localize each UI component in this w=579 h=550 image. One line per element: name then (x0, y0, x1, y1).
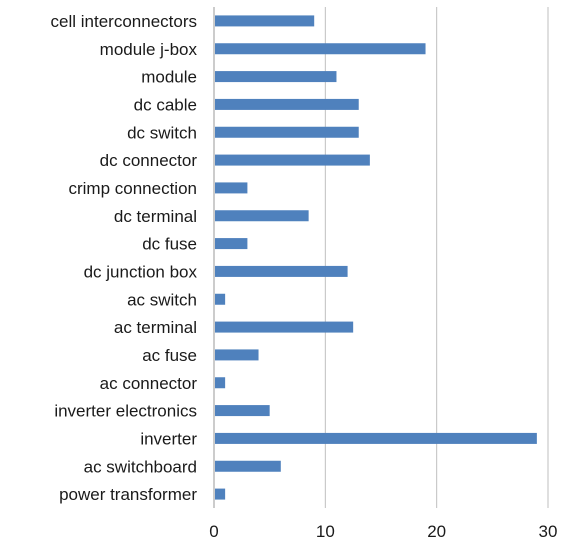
category-label: ac switch (127, 290, 197, 309)
grid-lines (324, 7, 549, 508)
bar-module-j-box (215, 43, 426, 55)
category-label: dc switch (127, 123, 197, 142)
x-tick-labels: 0 10 20 30 (209, 522, 557, 541)
category-label: module (141, 68, 197, 87)
category-label: dc terminal (114, 207, 197, 226)
category-label: dc cable (134, 95, 197, 114)
bar-ac-fuse (215, 349, 259, 361)
bar-cell-interconnectors (215, 15, 315, 27)
category-label: dc fuse (142, 235, 197, 254)
bar-inverter (215, 432, 537, 444)
category-label: ac connector (100, 374, 198, 393)
bar-ac-switch (215, 293, 226, 305)
bars (215, 15, 537, 500)
category-label: dc connector (100, 151, 198, 170)
category-label: module j-box (100, 40, 198, 59)
category-label: crimp connection (68, 179, 197, 198)
bar-dc-junction-box (215, 265, 348, 277)
bar-dc-cable (215, 98, 359, 110)
category-label: ac switchboard (84, 457, 197, 476)
bar-dc-fuse (215, 238, 248, 250)
category-label: inverter (140, 429, 197, 448)
bar-ac-switchboard (215, 460, 281, 472)
category-label: dc junction box (84, 262, 198, 281)
bar-dc-connector (215, 154, 370, 166)
bar-ac-terminal (215, 321, 354, 333)
x-tick-label: 20 (427, 522, 446, 541)
bar-crimp-connection (215, 182, 248, 194)
bar-dc-switch (215, 126, 359, 138)
category-label: cell interconnectors (51, 12, 197, 31)
bar-ac-connector (215, 377, 226, 389)
category-label: ac fuse (142, 346, 197, 365)
bar-dc-terminal (215, 210, 309, 222)
x-tick-label: 30 (539, 522, 558, 541)
bar-inverter-electronics (215, 405, 270, 417)
bar-module (215, 71, 337, 83)
category-labels: cell interconnectors module j-box module dc… (51, 12, 198, 504)
x-tick-label: 0 (209, 522, 218, 541)
bar-power-transformer (215, 488, 226, 500)
category-label: power transformer (59, 485, 197, 504)
category-label: ac terminal (114, 318, 197, 337)
category-label: inverter electronics (54, 402, 197, 421)
x-tick-label: 10 (316, 522, 335, 541)
